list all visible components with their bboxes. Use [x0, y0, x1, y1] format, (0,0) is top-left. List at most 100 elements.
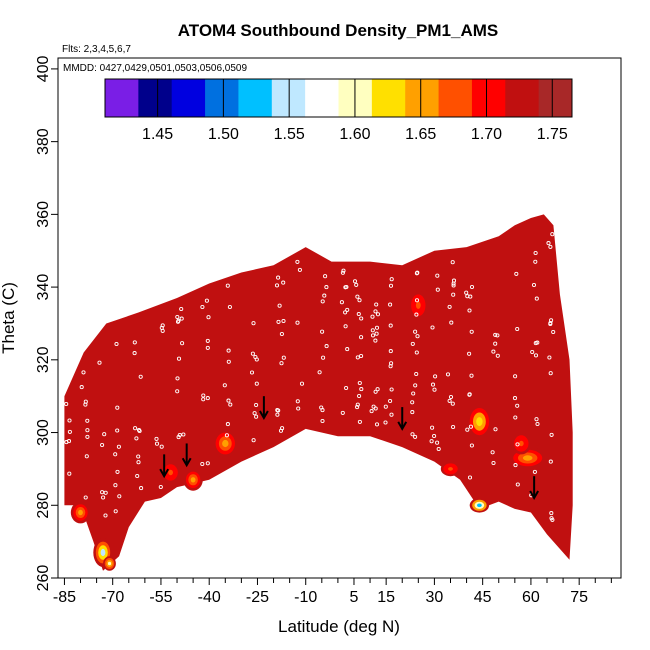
- down-arrow-3: [397, 407, 408, 431]
- sample-marker-172: [383, 420, 388, 425]
- sample-marker-144: [355, 402, 360, 407]
- sample-marker-100: [276, 319, 281, 324]
- sample-marker-103: [277, 303, 282, 308]
- sample-marker-202: [447, 304, 452, 309]
- sample-marker-16: [103, 490, 108, 495]
- sample-marker-11: [83, 402, 88, 407]
- sample-marker-190: [430, 425, 435, 430]
- colorbar-cell-11: [471, 79, 506, 117]
- y-tick-label-1: 280: [35, 492, 52, 519]
- sample-marker-247: [534, 296, 539, 301]
- sample-marker-62: [200, 304, 205, 310]
- sample-marker-68: [205, 338, 210, 343]
- sample-marker-112: [317, 370, 322, 375]
- sample-marker-175: [413, 434, 418, 439]
- sample-marker-93: [279, 331, 284, 337]
- sample-marker-204: [448, 394, 454, 400]
- sample-marker-207: [449, 320, 454, 325]
- sample-marker-254: [533, 353, 539, 358]
- sample-marker-76: [227, 304, 232, 310]
- down-arrow-2: [259, 396, 269, 421]
- data-region: [64, 214, 573, 571]
- sample-marker-101: [281, 355, 286, 360]
- colorbar-cell-9: [405, 79, 440, 117]
- sample-marker-94: [274, 283, 280, 288]
- sample-marker-199: [436, 446, 441, 452]
- sample-marker-109: [296, 406, 301, 411]
- sample-marker-25: [113, 483, 118, 488]
- sample-marker-249: [535, 421, 540, 427]
- sample-marker-57: [176, 356, 182, 361]
- sample-marker-124: [341, 268, 346, 273]
- sample-marker-131: [344, 385, 349, 391]
- x-tick-label-1: -70: [101, 589, 124, 606]
- sample-marker-49: [181, 432, 186, 437]
- hotspot-5-ring-1: [168, 469, 174, 476]
- colorbar-cell-3: [205, 79, 239, 117]
- sample-marker-155: [373, 309, 378, 314]
- sample-marker-221: [467, 351, 472, 356]
- sample-marker-5: [67, 429, 72, 434]
- sample-marker-136: [357, 380, 362, 386]
- plot-area: [64, 214, 573, 571]
- colorbar-tick-label-3: 1.60: [339, 126, 370, 143]
- sample-marker-174: [411, 391, 416, 396]
- sample-marker-235: [513, 463, 518, 468]
- sample-marker-3: [67, 418, 72, 423]
- x-axis-label: Latitude (deg N): [278, 617, 400, 636]
- sample-marker-138: [357, 393, 362, 399]
- sample-marker-54: [175, 314, 180, 320]
- sample-marker-17: [102, 432, 107, 437]
- sample-marker-90: [281, 280, 286, 285]
- sample-marker-70: [205, 396, 210, 401]
- sample-marker-115: [323, 274, 328, 279]
- sample-marker-264: [547, 355, 552, 360]
- colorbar-tick-label-6: 1.75: [537, 126, 568, 143]
- sample-marker-71: [226, 348, 231, 353]
- sample-marker-233: [495, 333, 500, 338]
- sample-marker-173: [389, 387, 394, 392]
- sample-marker-85: [251, 438, 256, 443]
- sample-marker-226: [493, 427, 498, 432]
- x-tick-label-2: -55: [149, 589, 172, 606]
- sample-marker-208: [451, 281, 456, 286]
- sample-marker-265: [550, 517, 555, 522]
- colorbar-tick-label-4: 1.65: [405, 126, 436, 143]
- sample-marker-8: [85, 434, 90, 439]
- hotspot-1-ring-1: [107, 561, 112, 566]
- sample-marker-63: [205, 345, 210, 350]
- sample-marker-196: [435, 440, 440, 445]
- sample-marker-1: [67, 471, 72, 476]
- sample-marker-87: [251, 321, 256, 326]
- sample-marker-84: [254, 381, 259, 386]
- sample-marker-215: [464, 290, 469, 295]
- sample-marker-129: [345, 307, 350, 312]
- sample-marker-121: [343, 310, 348, 315]
- sample-marker-65: [206, 315, 211, 320]
- sample-marker-40: [136, 460, 141, 465]
- sample-marker-80: [252, 411, 257, 416]
- sample-marker-30: [115, 405, 120, 410]
- sample-marker-248: [535, 340, 540, 345]
- sample-marker-35: [137, 428, 142, 434]
- sample-marker-114: [319, 405, 324, 410]
- colorbar-cell-6: [305, 79, 339, 117]
- y-axis-label: Theta (C): [0, 282, 18, 354]
- sample-marker-182: [414, 350, 419, 355]
- y-tick-label-2: 300: [35, 419, 52, 446]
- sample-marker-240: [514, 271, 519, 276]
- sample-marker-117: [324, 285, 329, 290]
- y-tick-label-5: 360: [35, 201, 52, 228]
- sample-marker-229: [493, 341, 498, 346]
- sample-marker-267: [549, 432, 554, 437]
- sample-marker-137: [355, 355, 360, 360]
- y-tick-label-7: 400: [35, 55, 52, 82]
- x-tick-label-5: -10: [294, 589, 317, 606]
- sample-marker-195: [435, 287, 440, 292]
- sample-marker-170: [383, 404, 388, 409]
- colorbar-cell-12: [505, 79, 540, 117]
- sample-marker-128: [343, 285, 348, 290]
- sample-marker-0: [64, 401, 69, 407]
- hotspot-6-ring-1: [415, 301, 421, 309]
- sample-marker-77: [225, 422, 230, 427]
